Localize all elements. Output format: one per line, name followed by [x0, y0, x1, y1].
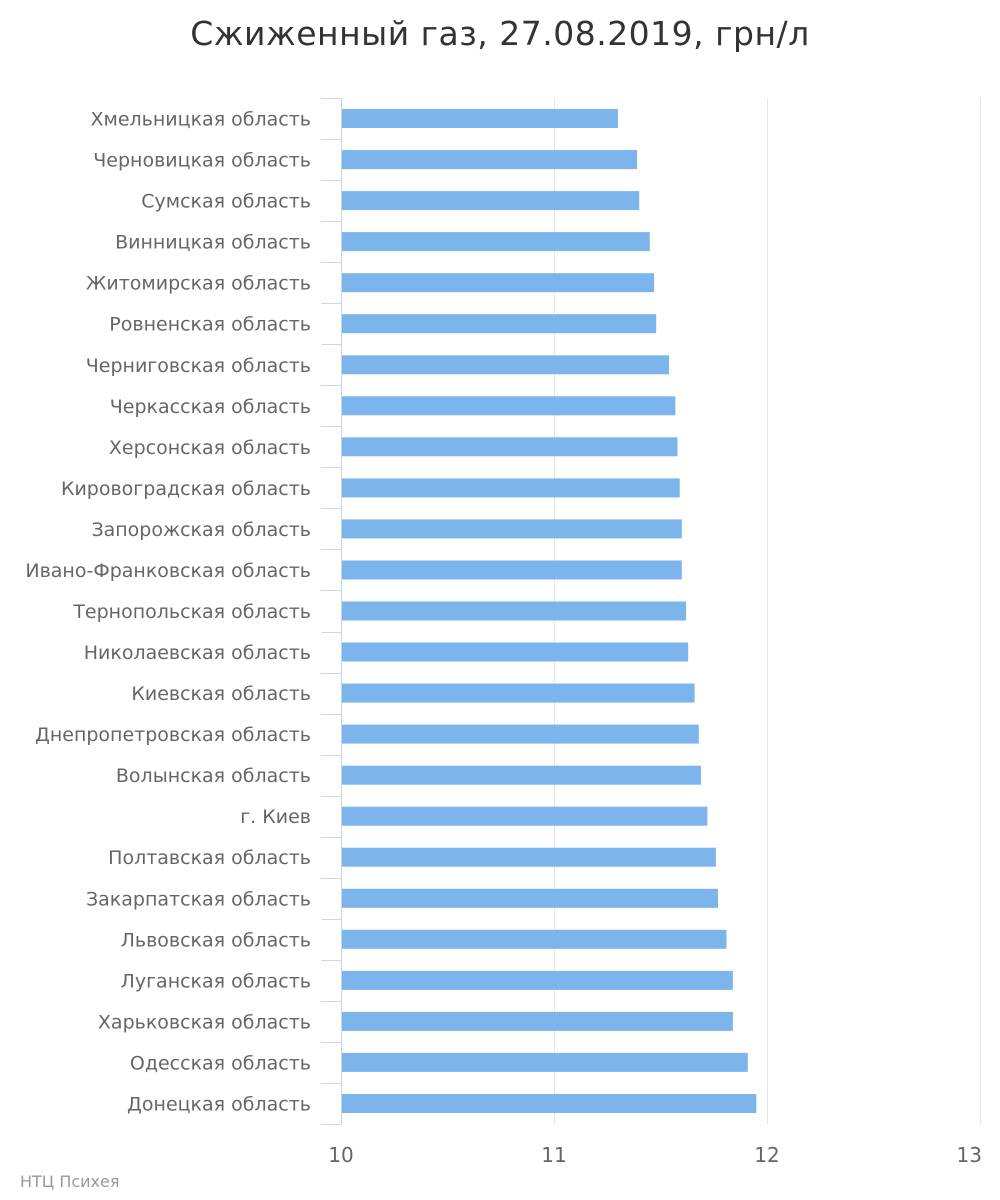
credit-text: НТЦ Психея — [20, 1172, 120, 1191]
category-label-9: Кировоградская область — [61, 478, 311, 500]
bar-7 — [342, 396, 676, 416]
bar-10 — [342, 519, 682, 539]
x-tick-label-1: 11 — [541, 1143, 566, 1167]
bar-8 — [342, 437, 678, 457]
x-tick-label-2: 12 — [754, 1143, 779, 1167]
category-label-0: Хмельницкая область — [90, 109, 311, 131]
bar-4 — [342, 273, 655, 293]
category-label-14: Киевская область — [131, 683, 311, 705]
category-label-24: Донецкая область — [127, 1093, 311, 1115]
category-label-3: Винницкая область — [115, 232, 311, 254]
category-label-12: Тернопольская область — [72, 601, 311, 623]
bar-18 — [342, 847, 716, 867]
bar-3 — [342, 232, 650, 252]
x-tick-label-3: 13 — [957, 1143, 982, 1167]
chart-title: Сжиженный газ, 27.08.2019, грн/л — [190, 14, 810, 53]
bar-15 — [342, 724, 699, 744]
bar-6 — [342, 355, 669, 375]
category-label-1: Черновицкая область — [93, 150, 311, 172]
bar-21 — [342, 970, 733, 990]
bar-9 — [342, 478, 680, 498]
bar-1 — [342, 150, 638, 170]
bar-16 — [342, 765, 701, 785]
bar-11 — [342, 560, 682, 580]
category-label-15: Днепропетровская область — [35, 724, 311, 746]
category-label-17: г. Киев — [240, 806, 311, 828]
bar-14 — [342, 683, 695, 703]
category-label-6: Черниговская область — [86, 355, 311, 377]
bar-20 — [342, 929, 727, 949]
x-tick-label-0: 10 — [328, 1143, 353, 1167]
bar-12 — [342, 601, 687, 621]
bar-0 — [342, 109, 618, 128]
category-label-4: Житомирская область — [86, 273, 311, 295]
bar-17 — [342, 806, 708, 826]
category-label-20: Львовская область — [121, 929, 311, 951]
bar-13 — [342, 642, 689, 662]
category-label-22: Харьковская область — [98, 1011, 311, 1033]
category-label-10: Запорожская область — [91, 519, 311, 541]
category-label-2: Сумская область — [141, 191, 311, 213]
bar-2 — [342, 191, 640, 211]
category-label-8: Херсонская область — [109, 437, 311, 459]
bar-5 — [342, 314, 657, 334]
category-label-21: Луганская область — [121, 970, 311, 992]
category-label-19: Закарпатская область — [86, 888, 311, 910]
category-label-11: Ивано-Франковская область — [25, 560, 311, 582]
category-label-18: Полтавская область — [108, 847, 311, 869]
bar-23 — [342, 1052, 748, 1072]
category-label-16: Волынская область — [116, 765, 311, 787]
bar-22 — [342, 1011, 733, 1031]
bar-24 — [342, 1094, 757, 1113]
category-label-7: Черкасская область — [110, 396, 311, 418]
category-label-5: Ровненская область — [109, 314, 311, 336]
category-label-23: Одесская область — [130, 1052, 311, 1074]
bar-19 — [342, 888, 718, 908]
category-label-13: Николаевская область — [84, 642, 311, 664]
